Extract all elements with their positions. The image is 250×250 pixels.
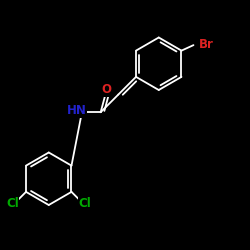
Text: O: O (102, 83, 112, 96)
Text: HN: HN (66, 104, 86, 118)
Text: Cl: Cl (6, 197, 19, 210)
Text: Cl: Cl (79, 197, 92, 210)
Text: Br: Br (198, 38, 213, 51)
